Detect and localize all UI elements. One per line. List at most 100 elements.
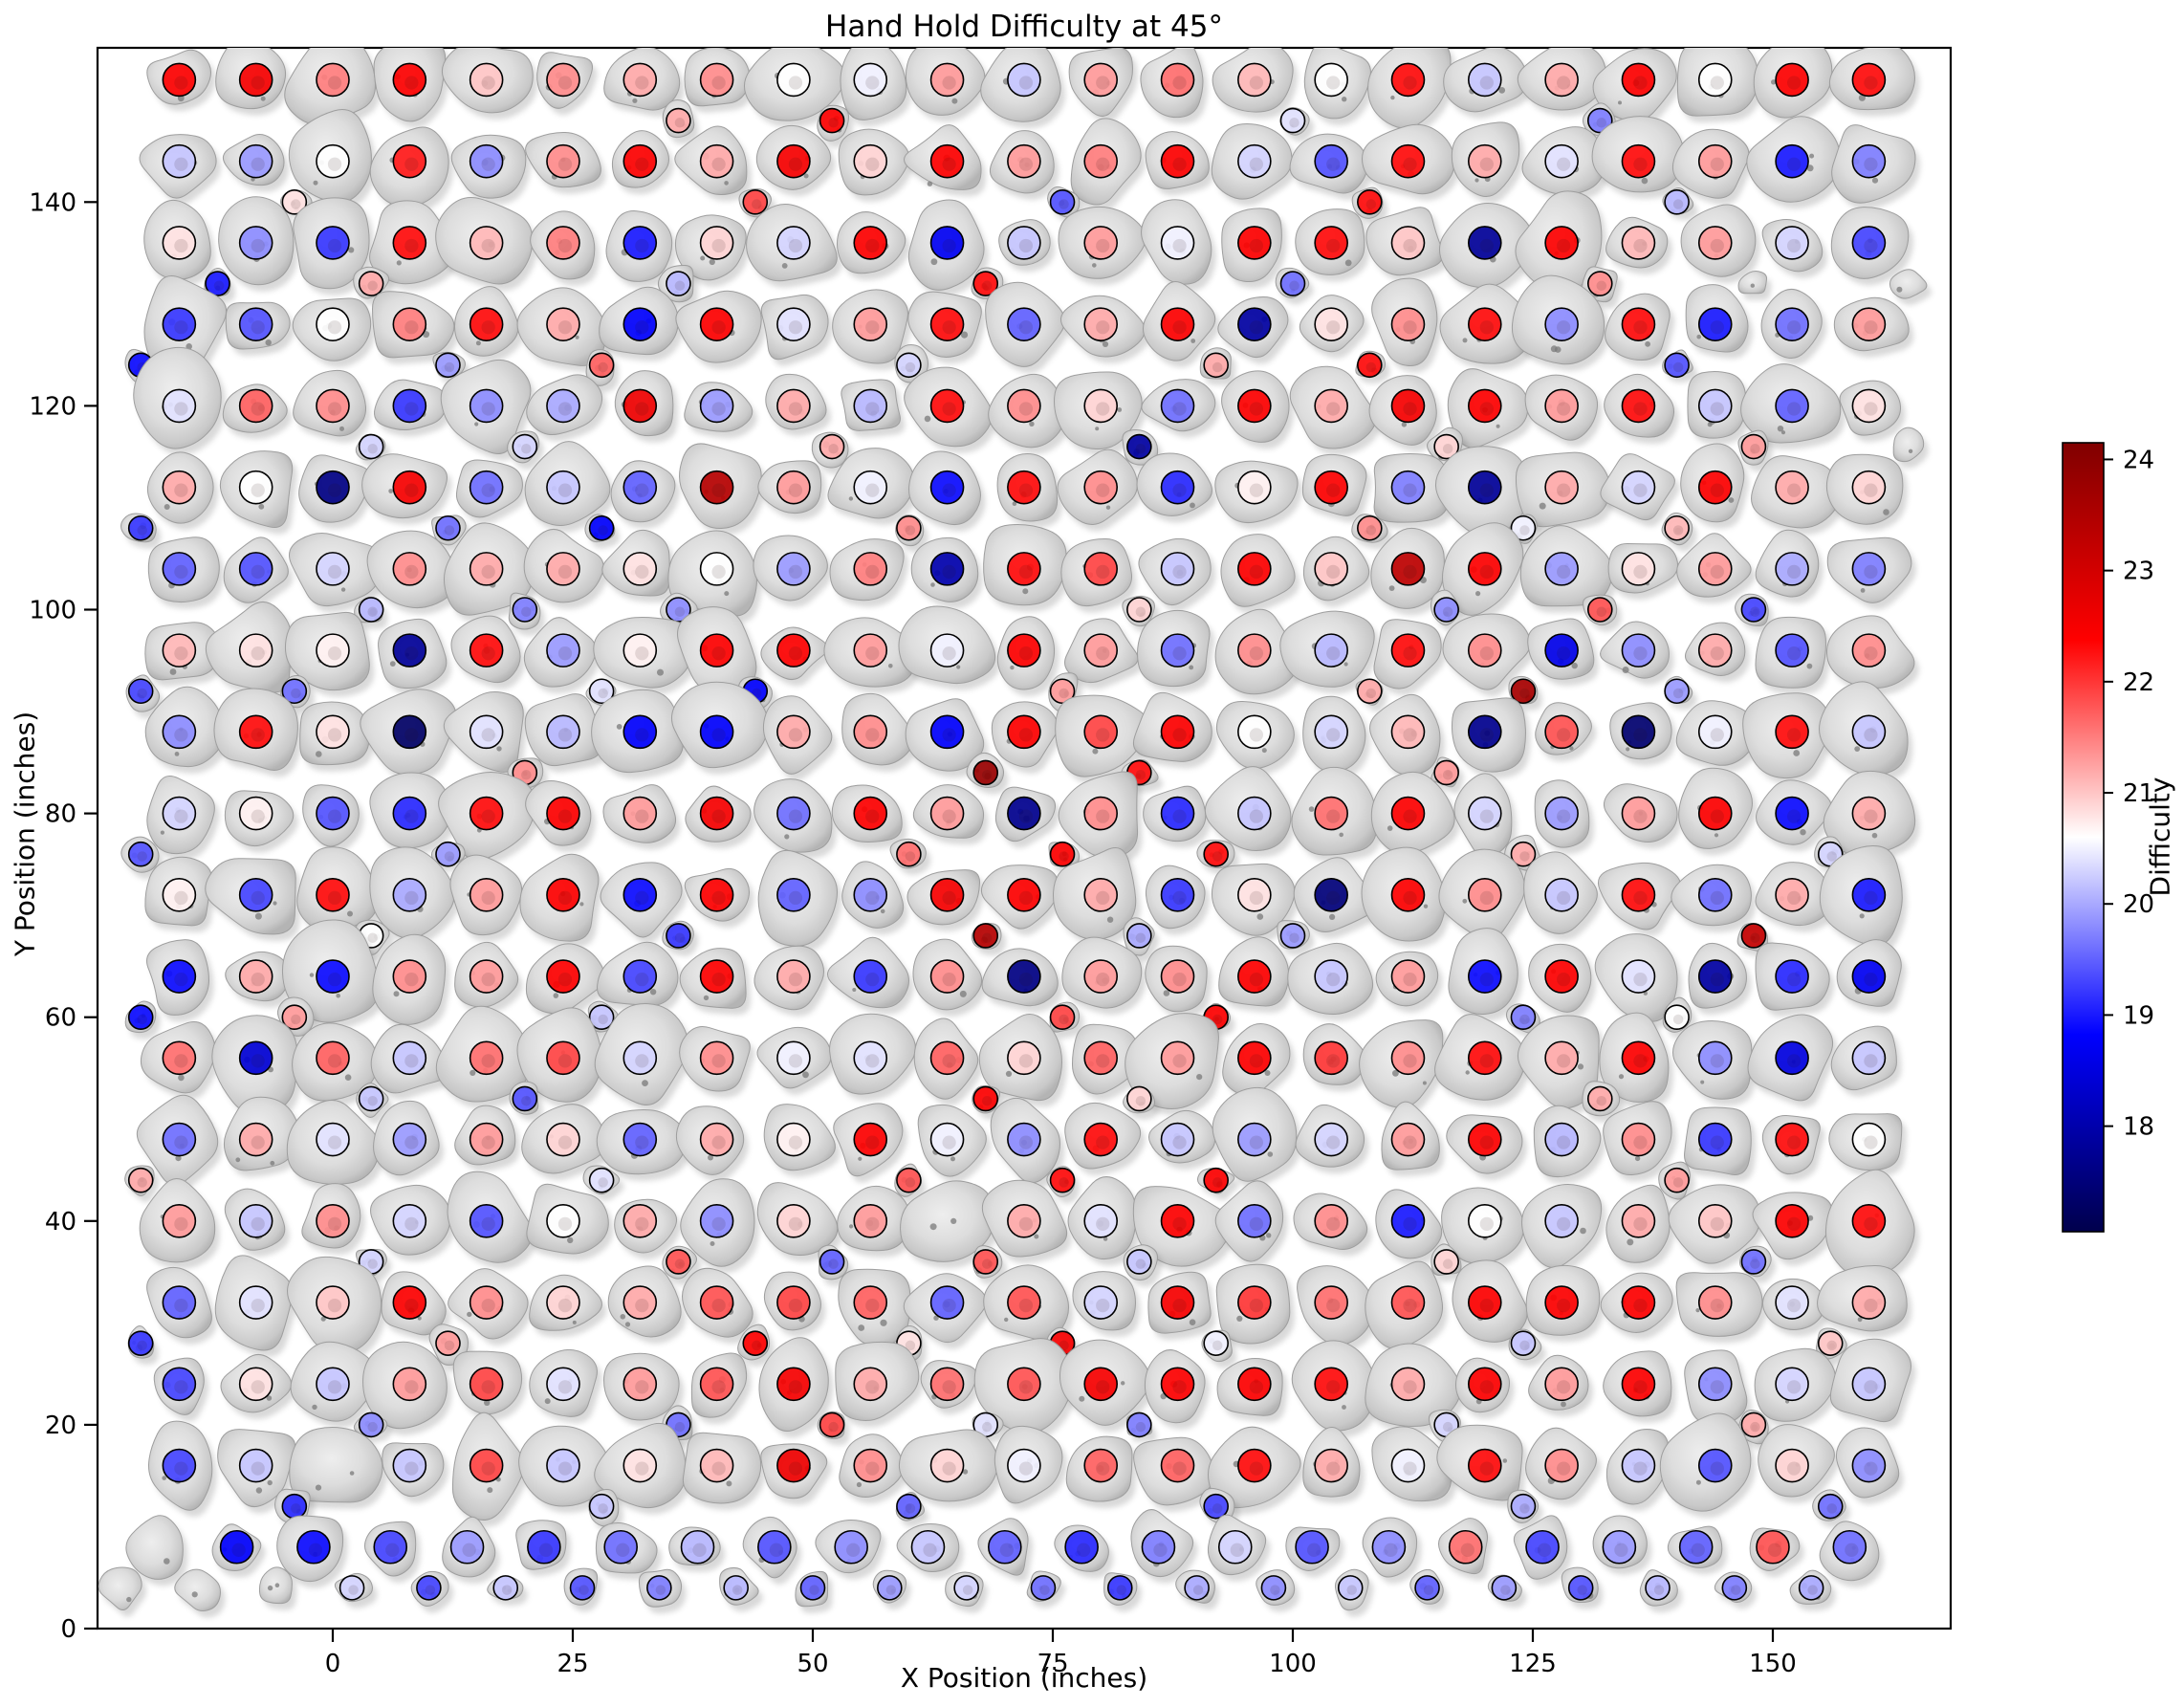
difficulty-dot <box>972 271 999 296</box>
difficulty-dot <box>666 107 691 134</box>
hold <box>841 379 906 438</box>
dot-inner-shade <box>788 238 803 253</box>
difficulty-dot <box>929 388 965 424</box>
dot-inner-shade <box>942 76 956 90</box>
dot-inner-shade <box>905 525 916 536</box>
bolt-hole <box>575 335 579 339</box>
difficulty-dot <box>1314 388 1348 424</box>
dot-inner-shade <box>865 483 880 497</box>
dot-inner-shade <box>481 890 495 906</box>
dot-inner-shade <box>1096 646 1110 661</box>
hold <box>1687 371 1752 446</box>
hold <box>674 125 752 202</box>
bolt-hole <box>487 1487 493 1494</box>
hold <box>684 382 757 439</box>
bolt-hole <box>396 260 402 266</box>
bolt-hole <box>1010 665 1015 670</box>
difficulty-dot <box>1851 62 1887 98</box>
dot-inner-shade <box>1864 483 1878 497</box>
bolt-hole <box>1190 502 1195 509</box>
x-tick-label: 75 <box>1037 1650 1068 1678</box>
dot-inner-shade <box>865 973 880 987</box>
hold <box>288 109 377 209</box>
dot-inner-shade <box>327 809 342 823</box>
dot-inner-shade <box>635 728 649 742</box>
bolt-hole <box>1577 1063 1584 1070</box>
bolt-hole <box>930 258 938 266</box>
dot-inner-shade <box>557 890 573 906</box>
hold <box>523 617 601 694</box>
difficulty-dot <box>546 633 580 667</box>
difficulty-dot <box>622 143 658 179</box>
dot-inner-shade <box>1557 646 1571 661</box>
hold <box>299 701 375 772</box>
dot-inner-shade <box>1479 809 1494 823</box>
bolt-hole <box>959 990 967 997</box>
dot-inner-shade <box>1633 1298 1648 1313</box>
bolt-hole <box>1465 1070 1470 1075</box>
difficulty-dot <box>853 633 888 667</box>
bolt-hole <box>344 1074 352 1081</box>
difficulty-dot <box>929 714 965 750</box>
dot-inner-shade <box>1479 157 1494 171</box>
dot-inner-shade <box>1633 973 1648 987</box>
dot-inner-shade <box>1403 1054 1417 1068</box>
difficulty-dot <box>546 62 580 98</box>
dot-inner-shade <box>1018 402 1034 416</box>
hold <box>905 698 989 778</box>
dot-inner-shade <box>1633 564 1648 580</box>
difficulty-dot <box>1126 597 1152 623</box>
hold <box>1351 186 1387 226</box>
difficulty-dot <box>1160 633 1195 667</box>
dot-inner-shade <box>788 1216 803 1231</box>
dot-inner-shade <box>1096 76 1110 90</box>
dot-inner-shade <box>1096 320 1110 335</box>
difficulty-dot <box>1544 226 1579 260</box>
hold <box>1058 206 1151 286</box>
hold <box>599 286 684 361</box>
bolt-hole <box>336 993 341 998</box>
bolt-hole <box>888 664 893 668</box>
bolt-hole <box>254 912 262 920</box>
hold <box>905 48 990 122</box>
dot-inner-shade <box>1557 1461 1571 1476</box>
difficulty-dot <box>699 388 734 424</box>
hold <box>1289 133 1372 200</box>
dot-inner-shade <box>981 1258 993 1269</box>
hold <box>1760 288 1827 365</box>
hold <box>1373 452 1455 530</box>
bolt-hole <box>1806 663 1813 669</box>
dot-inner-shade <box>865 1380 880 1394</box>
difficulty-dot <box>1510 514 1537 541</box>
dot-inner-shade <box>538 1543 554 1557</box>
dot-inner-shade <box>711 973 726 987</box>
dot-inner-shade <box>327 564 342 580</box>
difficulty-dot <box>546 307 580 341</box>
dot-inner-shade <box>598 688 608 699</box>
dot-inner-shade <box>404 973 419 987</box>
hold <box>1592 48 1682 128</box>
hold <box>1839 380 1906 443</box>
dot-inner-shade <box>327 646 342 661</box>
difficulty-dot <box>588 678 615 705</box>
dot-inner-shade <box>481 728 495 742</box>
difficulty-dot <box>1740 597 1767 623</box>
difficulty-dot <box>853 552 888 586</box>
bolt-hole <box>251 177 255 182</box>
hold <box>1825 453 1908 532</box>
difficulty-dot <box>316 388 350 424</box>
dot-inner-shade <box>1653 1585 1665 1595</box>
dot-inner-shade <box>213 280 225 292</box>
hold <box>1830 207 1913 286</box>
dot-inner-shade <box>1135 932 1147 943</box>
difficulty-dot <box>929 470 965 505</box>
dot-inner-shade <box>367 1258 378 1269</box>
hold <box>1057 449 1143 532</box>
hold <box>1355 350 1390 384</box>
dot-inner-shade <box>251 1298 265 1313</box>
hold <box>1438 202 1539 295</box>
difficulty-dot <box>1586 271 1613 296</box>
dot-inner-shade <box>404 238 419 253</box>
bolt-hole <box>1388 585 1395 591</box>
difficulty-dot <box>929 62 965 98</box>
